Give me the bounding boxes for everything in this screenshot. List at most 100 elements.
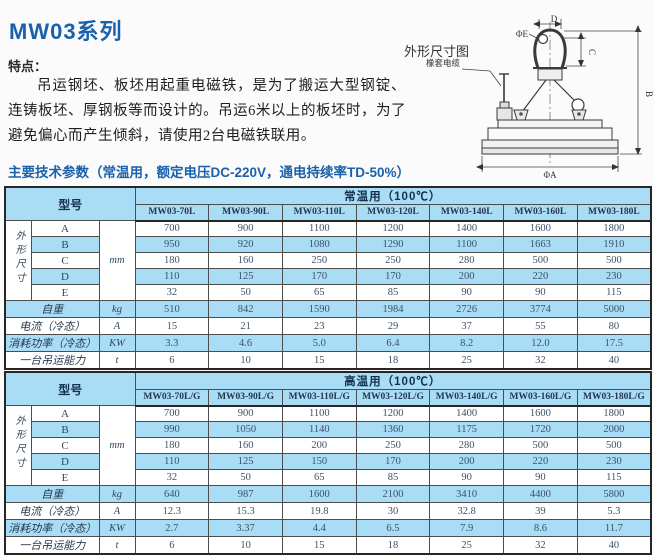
dim-value-cell: 1175	[429, 421, 505, 438]
spec-value-cell: 4400	[503, 485, 578, 503]
clevis-block	[537, 68, 563, 81]
dim-unit-cell: mm	[98, 220, 136, 301]
spec-value-cell: 25	[429, 351, 505, 370]
model-name-cell: MW03-90L	[208, 204, 283, 222]
spec-value-cell: 21	[208, 317, 283, 335]
dim-b-label: B	[644, 91, 654, 97]
spec-value-cell: 18	[355, 351, 431, 370]
dim-letter-cell: D	[30, 268, 100, 285]
dim-value-cell: 2000	[576, 421, 652, 438]
spec-value-cell: 3.3	[134, 334, 210, 352]
dim-letter-cell: A	[30, 405, 100, 422]
magnet-body	[487, 127, 613, 141]
spec-label-cell: 消耗功率（冷态）	[4, 334, 100, 352]
spec-unit-cell: KW	[98, 519, 136, 537]
spec-row: 一台吊运能力 t 6 10 15 18 25 32 40	[4, 536, 652, 555]
dim-group-label-cell: 外形尺寸	[4, 220, 32, 301]
dim-value-cell: 32	[134, 469, 210, 486]
spec-value-cell: 5.0	[281, 334, 357, 352]
spec-row: 自重 kg 640 987 1600 2100 3410 4400 5800	[4, 485, 652, 503]
dim-value-cell: 220	[503, 268, 578, 285]
spec-row: 自重 kg 510 842 1590 1984 2726 3774 5000	[4, 300, 652, 318]
magnet-drawing: 外形尺寸图 D ΦE C B	[404, 14, 654, 180]
dim-value-cell: 200	[429, 453, 505, 470]
spec-unit-cell: A	[98, 502, 136, 520]
dim-value-cell: 250	[355, 252, 431, 269]
model-name-cell: MW03-180L/G	[576, 389, 652, 407]
spec-value-cell: 5.3	[576, 502, 652, 520]
technical-params-heading: 主要技术参数（常温用，额定电压DC-220V，通电持续率TD-50%）	[8, 165, 411, 180]
outline-dimension-diagram: 外形尺寸图 D ΦE C B	[398, 14, 654, 182]
dim-letter-cell: C	[30, 252, 100, 269]
spec-value-cell: 10	[208, 536, 283, 555]
table-header-row: 型号 常温用（100℃）	[4, 186, 652, 221]
spec-unit-cell: t	[98, 536, 136, 555]
spec-value-cell: 12.0	[503, 334, 578, 352]
normal-temp-table-container: 型号 常温用（100℃） MW03-70L MW03-90L MW03-110L MW03…	[4, 186, 652, 370]
dim-value-cell: 1400	[429, 220, 505, 237]
dim-value-cell: 170	[355, 268, 431, 285]
spec-value-cell: 510	[134, 300, 210, 318]
spec-value-cell: 1590	[281, 300, 357, 318]
spec-value-cell: 15	[281, 351, 357, 370]
dim-value-cell: 230	[576, 453, 652, 470]
dim-value-cell: 1080	[281, 236, 357, 253]
dim-phi-e-label: ΦE	[516, 29, 529, 39]
spec-value-cell: 17.5	[576, 334, 652, 352]
model-name-cell: MW03-180L	[576, 204, 652, 222]
model-name-cell: MW03-140L	[429, 204, 505, 222]
dim-value-cell: 90	[503, 284, 578, 301]
model-name-cell: MW03-70L/G	[134, 389, 210, 407]
dim-value-cell: 1100	[429, 236, 505, 253]
dim-value-cell: 700	[134, 220, 210, 237]
dim-value-cell: 90	[503, 469, 578, 486]
features-paragraph: 吊运钢坯、板坯用起重电磁铁，是为了搬运大型钢锭、连铸板坯、厚钢板等而设计的。吊运…	[8, 78, 406, 144]
spec-value-cell: 80	[576, 317, 652, 335]
high-temp-table: 型号 高温用（100℃） MW03-70L/G MW03-90L/G MW03-110L…	[4, 371, 652, 555]
spec-label-cell: 一台吊运能力	[4, 351, 100, 370]
spec-value-cell: 3410	[429, 485, 505, 503]
spec-value-cell: 6.4	[355, 334, 431, 352]
dim-value-cell: 1290	[355, 236, 431, 253]
model-name-cell: MW03-110L	[281, 204, 357, 222]
shackle-outline	[533, 28, 567, 69]
high-temp-table-container: 型号 高温用（100℃） MW03-70L/G MW03-90L/G MW03-110L…	[4, 371, 652, 555]
model-header-cell: 型号	[4, 371, 136, 406]
dim-value-cell: 1910	[576, 236, 652, 253]
page-title: MW03系列	[9, 19, 123, 44]
dim-letter-cell: A	[30, 220, 100, 237]
normal-temp-table: 型号 常温用（100℃） MW03-70L MW03-90L MW03-110L MW03…	[4, 186, 652, 370]
dim-value-cell: 1100	[281, 220, 357, 237]
dim-c-label: C	[587, 49, 597, 55]
dim-value-cell: 180	[134, 252, 210, 269]
dim-value-cell: 1100	[281, 405, 357, 422]
dim-group-label: 外形尺寸	[13, 230, 25, 286]
dim-value-cell: 250	[281, 252, 357, 269]
dim-value-cell: 1360	[355, 421, 431, 438]
model-names-row: MW03-70L/G MW03-90L/G MW03-110L/G MW03-120L…	[5, 389, 652, 407]
spec-value-cell: 25	[429, 536, 505, 555]
spec-value-cell: 15.3	[208, 502, 283, 520]
dim-value-cell: 1140	[281, 421, 357, 438]
dim-value-cell: 1800	[576, 405, 652, 422]
model-name-cell: MW03-120L	[355, 204, 431, 222]
dim-value-cell: 950	[134, 236, 210, 253]
spec-value-cell: 8.6	[503, 519, 578, 537]
dim-value-cell: 85	[355, 469, 431, 486]
dim-value-cell: 150	[281, 453, 357, 470]
dim-value-cell: 115	[576, 284, 652, 301]
magnet-bottom-ring	[481, 147, 619, 155]
spec-value-cell: 6	[134, 351, 210, 370]
dim-value-cell: 200	[281, 437, 357, 454]
spec-row: 一台吊运能力 t 6 10 15 18 25 32 40	[4, 351, 652, 370]
spec-value-cell: 2.7	[134, 519, 210, 537]
dim-value-cell: 920	[208, 236, 283, 253]
spec-label-cell: 自重	[4, 300, 100, 318]
dim-value-cell: 1400	[429, 405, 505, 422]
spec-value-cell: 640	[134, 485, 210, 503]
spec-value-cell: 15	[134, 317, 210, 335]
dim-value-cell: 180	[134, 437, 210, 454]
spec-value-cell: 12.3	[134, 502, 210, 520]
dim-value-cell: 280	[429, 252, 505, 269]
